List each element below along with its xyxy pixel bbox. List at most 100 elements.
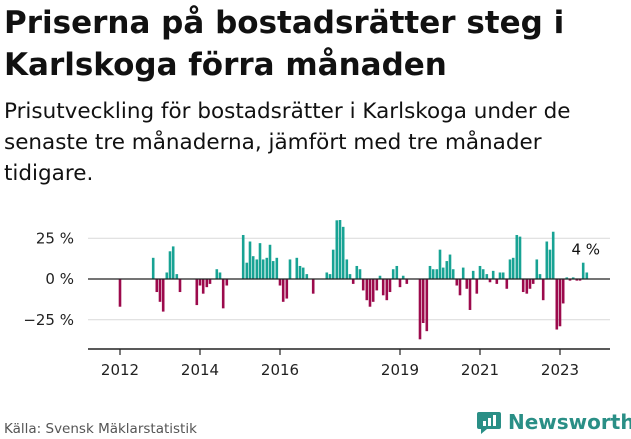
- bar: [508, 259, 512, 279]
- bar: [298, 265, 302, 279]
- bar: [171, 246, 175, 279]
- bar: [198, 279, 202, 286]
- bar: [215, 269, 219, 279]
- bar: [521, 279, 525, 293]
- bars: [118, 220, 589, 340]
- bar: [278, 279, 282, 286]
- bar: [488, 279, 492, 283]
- bar: [361, 279, 365, 291]
- bar: [478, 265, 482, 279]
- bar: [358, 269, 362, 279]
- bar: [365, 279, 369, 301]
- bar: [381, 279, 385, 296]
- x-tick-label: 2023: [541, 361, 579, 379]
- bar: [295, 257, 299, 279]
- bar: [481, 269, 485, 279]
- bar: [285, 279, 289, 299]
- bar: [325, 272, 329, 279]
- bar: [251, 256, 255, 279]
- bar: [248, 241, 252, 279]
- bar: [335, 220, 339, 279]
- x-tick-label: 2014: [181, 361, 219, 379]
- bar: [178, 279, 182, 293]
- bar: [458, 279, 462, 296]
- bar: [201, 279, 205, 294]
- bar: [575, 279, 579, 281]
- bar: [451, 269, 455, 279]
- bar: [455, 279, 459, 286]
- x-tick-label: 2012: [101, 361, 139, 379]
- bar: [155, 279, 159, 293]
- bar: [555, 279, 559, 330]
- bar: [461, 267, 465, 279]
- brand-name: Newsworthy: [508, 410, 631, 434]
- bar: [395, 265, 399, 279]
- newsworthy-logo-icon: [477, 412, 501, 434]
- bar: [241, 234, 245, 279]
- bar: [225, 279, 229, 286]
- bar: [208, 279, 212, 284]
- bar: [561, 279, 565, 304]
- bar: [535, 259, 539, 279]
- bar: [538, 274, 542, 279]
- bar: [425, 279, 429, 332]
- bar: [341, 226, 345, 279]
- bar: [515, 234, 519, 279]
- x-tick-label: 2019: [381, 361, 419, 379]
- chart-title: Priserna på bostadsrätter steg i Karlsko…: [4, 5, 565, 83]
- bar: [221, 279, 225, 309]
- bar: [268, 244, 272, 279]
- bar: [355, 265, 359, 279]
- x-tick-label: 2016: [261, 361, 299, 379]
- price-change-bar-chart: 25 % 0 % −25 % 2012 2014 2016 2019 2021 2023 4 …: [23, 220, 610, 379]
- bar: [548, 249, 552, 279]
- bar: [301, 267, 305, 279]
- bar: [271, 261, 275, 279]
- bar: [578, 279, 582, 281]
- gridlines: [88, 237, 610, 321]
- bar: [541, 279, 545, 301]
- bar: [328, 274, 332, 279]
- bar: [551, 231, 555, 279]
- bar: [351, 279, 355, 284]
- bar: [435, 269, 439, 279]
- bar: [441, 267, 445, 279]
- bar: [571, 277, 575, 279]
- last-value-label: 4 %: [572, 240, 601, 258]
- bar: [495, 279, 499, 284]
- bar: [118, 279, 122, 307]
- bar: [565, 277, 569, 279]
- bar: [258, 243, 262, 279]
- bar: [311, 279, 315, 294]
- bar: [558, 279, 562, 327]
- bar: [385, 279, 389, 301]
- bar: [331, 249, 335, 279]
- bar: [498, 272, 502, 279]
- bar: [388, 279, 392, 293]
- y-tick-label: 25 %: [36, 229, 74, 247]
- bar: [375, 279, 379, 291]
- y-tick-label: −25 %: [23, 311, 74, 329]
- bar: [218, 272, 222, 279]
- bar: [585, 272, 589, 279]
- bar: [265, 257, 269, 279]
- bar: [568, 279, 572, 281]
- bar: [475, 279, 479, 294]
- bar: [175, 274, 179, 279]
- bar: [421, 279, 425, 324]
- bar: [305, 274, 309, 279]
- bar: [371, 279, 375, 302]
- bar: [391, 269, 395, 279]
- bar: [368, 279, 372, 307]
- bar: [205, 279, 209, 288]
- bar: [165, 272, 169, 279]
- bar: [345, 259, 349, 279]
- x-axis-ticks: 2012 2014 2016 2019 2021 2023: [101, 349, 579, 379]
- bar: [518, 236, 522, 279]
- bar: [275, 257, 279, 279]
- bar: [418, 279, 422, 340]
- chart-subtitle: Prisutveckling för bostadsrätter i Karls…: [4, 99, 571, 186]
- bar: [195, 279, 199, 306]
- bar: [431, 269, 435, 279]
- bar: [491, 270, 495, 279]
